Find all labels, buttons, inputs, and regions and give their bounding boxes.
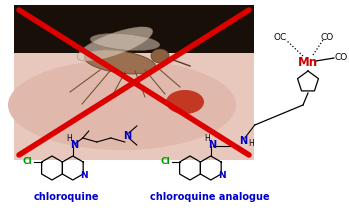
Text: H: H (66, 134, 72, 143)
Text: CO: CO (320, 33, 334, 42)
Text: H: H (248, 139, 254, 148)
Ellipse shape (84, 50, 156, 74)
Text: N: N (218, 171, 226, 180)
Text: N: N (239, 136, 247, 146)
Text: N: N (80, 171, 88, 180)
Text: chloroquine: chloroquine (33, 192, 99, 202)
Ellipse shape (77, 27, 153, 61)
Text: chloroquine analogue: chloroquine analogue (150, 192, 270, 202)
Text: CO: CO (334, 54, 348, 63)
Bar (14, 5, 254, 160)
Text: Cl: Cl (23, 158, 32, 167)
Text: N: N (123, 131, 131, 141)
Bar (14, 5, 254, 53)
Text: N: N (208, 140, 216, 150)
Text: N: N (70, 140, 78, 150)
Ellipse shape (166, 90, 204, 114)
Text: Mn: Mn (298, 55, 318, 68)
Text: OC: OC (273, 33, 287, 42)
Text: H: H (204, 134, 210, 143)
Ellipse shape (151, 49, 169, 63)
Ellipse shape (90, 33, 160, 51)
Ellipse shape (8, 60, 236, 150)
Text: Cl: Cl (161, 158, 170, 167)
